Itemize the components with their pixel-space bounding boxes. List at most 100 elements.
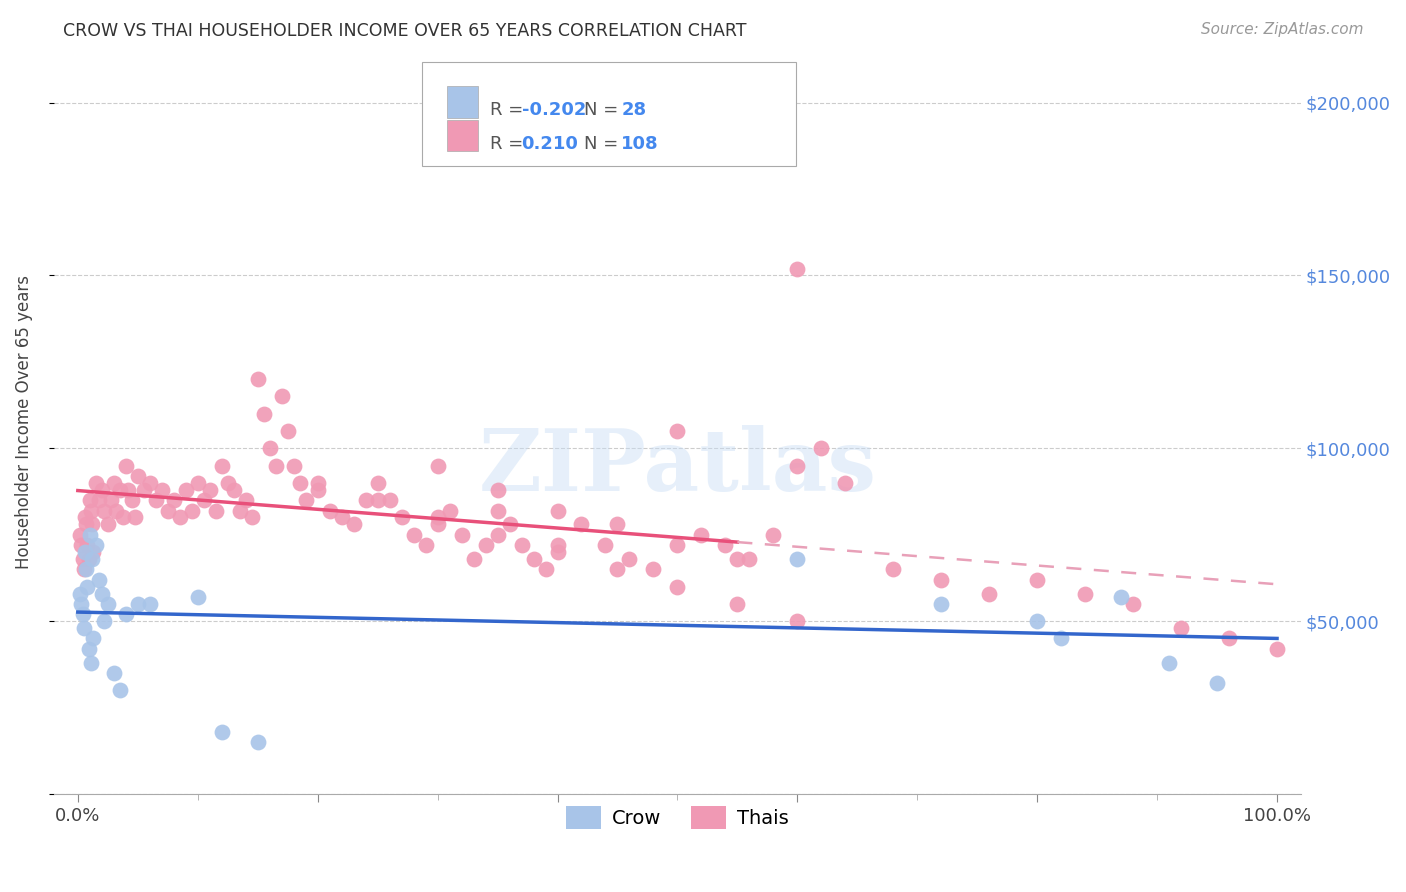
Point bbox=[169, 510, 191, 524]
Point bbox=[70, 538, 93, 552]
Point bbox=[643, 562, 665, 576]
Point bbox=[486, 527, 509, 541]
Point bbox=[93, 503, 115, 517]
Point bbox=[318, 503, 340, 517]
Point bbox=[367, 475, 389, 490]
Point bbox=[690, 527, 713, 541]
Point bbox=[486, 503, 509, 517]
Point bbox=[76, 538, 98, 552]
Text: N =: N = bbox=[583, 136, 624, 153]
Point bbox=[108, 683, 131, 698]
Point bbox=[108, 483, 131, 497]
Point bbox=[439, 503, 461, 517]
Point bbox=[463, 552, 485, 566]
Y-axis label: Householder Income Over 65 years: Householder Income Over 65 years bbox=[15, 276, 32, 569]
Point bbox=[150, 483, 173, 497]
Legend: Crow, Thais: Crow, Thais bbox=[558, 798, 797, 837]
Point bbox=[547, 538, 569, 552]
Point bbox=[415, 538, 437, 552]
Point bbox=[121, 493, 143, 508]
Point bbox=[156, 503, 179, 517]
Point bbox=[714, 538, 737, 552]
Point bbox=[73, 621, 96, 635]
Point bbox=[80, 503, 103, 517]
Point bbox=[666, 538, 689, 552]
Point bbox=[180, 503, 202, 517]
Point bbox=[1074, 586, 1097, 600]
Point bbox=[132, 483, 155, 497]
Point bbox=[786, 261, 808, 276]
Point bbox=[76, 580, 98, 594]
Point bbox=[725, 552, 748, 566]
Point bbox=[277, 424, 299, 438]
Point bbox=[114, 458, 136, 473]
Point bbox=[82, 517, 104, 532]
Point bbox=[1050, 632, 1073, 646]
Point bbox=[307, 475, 329, 490]
Point bbox=[979, 586, 1001, 600]
Point bbox=[486, 483, 509, 497]
Point bbox=[72, 607, 94, 622]
Point bbox=[450, 527, 472, 541]
Text: Source: ZipAtlas.com: Source: ZipAtlas.com bbox=[1201, 22, 1364, 37]
Point bbox=[1026, 614, 1049, 628]
Point bbox=[307, 483, 329, 497]
Point bbox=[97, 597, 120, 611]
Point bbox=[294, 493, 316, 508]
Point bbox=[93, 614, 115, 628]
Point bbox=[105, 503, 128, 517]
Point bbox=[246, 735, 269, 749]
Point bbox=[786, 614, 808, 628]
Point bbox=[834, 475, 856, 490]
Point bbox=[534, 562, 557, 576]
Text: 108: 108 bbox=[621, 136, 659, 153]
Point bbox=[426, 510, 449, 524]
Point bbox=[204, 503, 226, 517]
Point bbox=[288, 475, 311, 490]
Point bbox=[89, 573, 111, 587]
Text: R =: R = bbox=[491, 101, 529, 120]
Point bbox=[666, 580, 689, 594]
Point bbox=[187, 475, 209, 490]
Point bbox=[73, 545, 96, 559]
Point bbox=[1206, 676, 1229, 690]
Point bbox=[1109, 590, 1132, 604]
Point bbox=[253, 407, 276, 421]
Point bbox=[73, 562, 96, 576]
Text: 0.210: 0.210 bbox=[522, 136, 578, 153]
Point bbox=[89, 493, 111, 508]
Point bbox=[606, 517, 628, 532]
Point bbox=[75, 562, 97, 576]
Point bbox=[762, 527, 785, 541]
Point bbox=[174, 483, 197, 497]
Point bbox=[112, 510, 135, 524]
Point bbox=[246, 372, 269, 386]
Point bbox=[198, 483, 221, 497]
Point bbox=[1159, 656, 1181, 670]
Point bbox=[69, 527, 91, 541]
Point bbox=[547, 545, 569, 559]
Point bbox=[343, 517, 366, 532]
Point bbox=[264, 458, 287, 473]
Point bbox=[725, 597, 748, 611]
Point bbox=[79, 493, 101, 508]
Point bbox=[228, 503, 250, 517]
Point bbox=[235, 493, 257, 508]
Point bbox=[82, 632, 104, 646]
Point bbox=[90, 586, 112, 600]
Point bbox=[90, 483, 112, 497]
Point bbox=[163, 493, 186, 508]
Point bbox=[606, 562, 628, 576]
Point bbox=[77, 552, 100, 566]
Point bbox=[547, 503, 569, 517]
Point bbox=[810, 442, 832, 456]
Point bbox=[84, 475, 107, 490]
Point bbox=[103, 666, 125, 681]
Point bbox=[100, 493, 122, 508]
Point bbox=[330, 510, 353, 524]
Point bbox=[426, 458, 449, 473]
Point bbox=[354, 493, 377, 508]
Point bbox=[882, 562, 904, 576]
Point bbox=[426, 517, 449, 532]
FancyBboxPatch shape bbox=[447, 87, 478, 118]
